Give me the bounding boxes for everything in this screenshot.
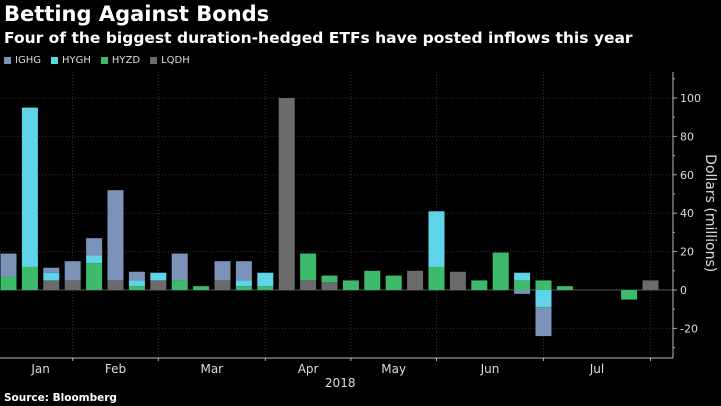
x-tick-label: Jul [589,362,604,376]
y-axis-label: Dollars (millions) [702,154,718,272]
legend-swatch [50,57,58,64]
bar-ighg [86,238,103,256]
bar-ighg [128,271,145,281]
bar-hyzd [556,286,573,290]
x-tick-label: Apr [298,362,319,376]
x-tick-label: May [381,362,406,376]
x-axis-label: 2018 [325,376,356,390]
bar-ighg [514,290,531,294]
bar-lqdh [64,280,81,290]
legend-item-ighg: IGHG [4,55,41,66]
bar-hygh [514,272,531,281]
y-tick-label: -20 [680,322,698,335]
bar-hyzd [235,286,252,290]
bar-hygh [150,272,167,281]
bar-hyzd [364,270,381,290]
bar-hygh [535,290,552,308]
bar-lqdh [43,280,60,290]
x-tick-label: Mar [200,362,223,376]
bar-hygh [428,211,445,267]
bar-lqdh [407,270,424,290]
legend-swatch [4,57,11,64]
bar-hygh [257,272,274,287]
bar-hygh [21,107,38,267]
y-tick-label: 60 [680,169,694,182]
bar-lqdh [214,280,231,290]
bar-lqdh [150,280,167,290]
bar-hyzd [514,280,531,290]
bar-hygh [235,280,252,287]
bar-hyzd [428,266,445,290]
bar-hyzd [86,263,103,290]
legend-label: LQDH [161,55,190,66]
legend-label: HYGH [61,55,91,66]
bar-ighg [43,267,60,273]
bar-lqdh [300,280,317,290]
bar-ighg [0,253,17,277]
bar-lqdh [449,271,466,290]
bar-hyzd [21,266,38,290]
bar-ighg [214,261,231,281]
legend: IGHG HYGH HYZD LQDH [4,55,190,66]
x-tick-label: Jan [30,362,50,376]
x-tick-label: Feb [105,362,126,376]
y-tick-label: 40 [680,207,694,220]
x-tick-label: Jun [480,362,500,376]
bar-hygh [43,272,60,281]
bar-hyzd [321,275,338,283]
bar-hyzd [171,280,188,290]
bar-hyzd [621,290,638,300]
chart-title: Betting Against Bonds [4,2,270,26]
bar-lqdh [321,282,338,290]
bar-hyzd [535,280,552,290]
source-note: Source: Bloomberg [4,392,117,404]
bar-hyzd [385,275,402,290]
bar-ighg [64,261,81,281]
legend-swatch [100,57,108,64]
bar-hyzd [300,253,317,281]
y-tick-label: 100 [680,92,701,105]
bar-hyzd [0,276,17,290]
bar-hyzd [342,280,359,290]
bar-hyzd [257,286,274,290]
bar-lqdh [642,280,659,290]
bar-hyzd [492,252,509,290]
bar-ighg [107,190,124,281]
bar-ighg [235,261,252,281]
bar-hygh [128,280,145,287]
bar-ighg [171,253,188,281]
legend-item-lqdh: LQDH [150,55,190,66]
bar-lqdh [278,98,295,290]
bar-lqdh [107,280,124,290]
chart-subtitle: Four of the biggest duration-hedged ETFs… [4,29,633,47]
y-tick-label: 0 [680,284,687,297]
legend-swatch [150,57,158,64]
legend-label: HYZD [111,55,141,66]
bar-hygh [86,255,103,264]
bar-hyzd [128,286,145,290]
y-tick-label: 80 [680,130,694,143]
y-tick-label: 20 [680,246,694,259]
bar-hyzd [193,286,210,290]
legend-item-hyzd: HYZD [100,55,141,66]
legend-label: IGHG [15,55,41,66]
bar-ighg [535,307,552,337]
bar-hyzd [471,280,488,290]
legend-item-hygh: HYGH [50,55,91,66]
